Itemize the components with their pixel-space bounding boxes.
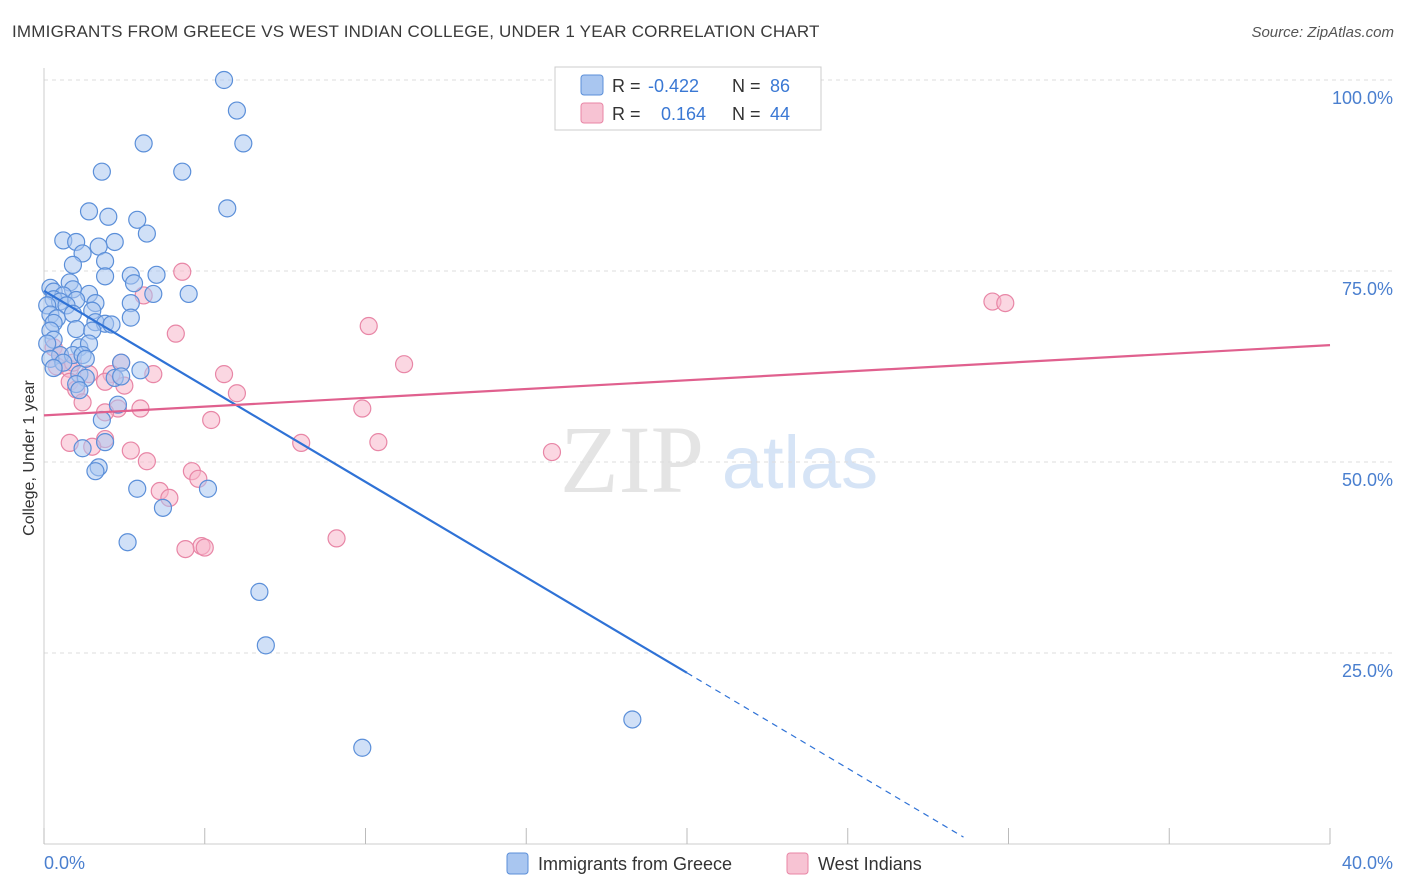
source-label: Source: ZipAtlas.com [1251, 24, 1394, 41]
greece-point [353, 738, 372, 757]
west-indians-point [131, 399, 150, 418]
greece-point [131, 361, 150, 380]
stats-legend: R = -0.422 N = 86 R = 0.164 N = 44 [554, 66, 822, 131]
greece-point [95, 433, 115, 452]
chart-title: IMMIGRANTS FROM GREECE VS WEST INDIAN CO… [12, 22, 820, 41]
gridlines [44, 79, 1392, 654]
greece-point [108, 395, 128, 414]
west-indians-point [137, 452, 156, 471]
west-indians-point [542, 442, 562, 462]
greece-point [250, 582, 269, 601]
west-indians-point [176, 539, 195, 559]
tick-labels: 25.0% 50.0% 75.0% 100.0% 0.0% 40.0% [44, 88, 1393, 873]
legend-swatch-blue [580, 74, 604, 96]
legend-n-label-2: N = [732, 104, 761, 124]
west-indians-point [195, 538, 214, 557]
greece-point [214, 70, 234, 90]
legend-r-label-2: R = [612, 104, 641, 124]
greece-point [70, 381, 89, 400]
greece-trend-extension [686, 672, 964, 838]
x-tick-label-max: 40.0% [1342, 853, 1393, 873]
greece-point [76, 349, 95, 368]
legend-r-label-1: R = [612, 76, 641, 96]
greece-point [86, 462, 105, 481]
watermark: ZIP atlas [560, 406, 878, 513]
west-indians-point [227, 384, 246, 403]
west-indians-trend-line [43, 344, 1331, 417]
greece-point [112, 367, 131, 386]
y-axis-label: College, Under 1 year [21, 380, 38, 536]
greece-point [256, 636, 275, 655]
legend-n-label-1: N = [732, 76, 761, 96]
greece-point [118, 533, 137, 552]
greece-point [134, 134, 153, 153]
watermark-zip: ZIP [560, 406, 704, 513]
greece-point [198, 479, 218, 498]
greece-point [173, 162, 192, 181]
legend-n-value-2: 44 [770, 104, 790, 124]
greece-point [121, 308, 140, 327]
bottom-legend-label-greece: Immigrants from Greece [538, 854, 732, 874]
greece-point [137, 224, 156, 243]
greece-point [63, 255, 83, 274]
west-indians-point [166, 324, 185, 343]
legend-swatch-pink [580, 102, 604, 124]
bottom-legend: Immigrants from Greece West Indians [506, 852, 922, 875]
greece-point [99, 207, 118, 226]
greece-point [179, 284, 198, 304]
greece-point [147, 265, 166, 284]
west-indians-point [121, 441, 140, 460]
west-indians-point [996, 293, 1015, 313]
greece-point [128, 210, 147, 229]
greece-trend-line [43, 289, 688, 674]
greece-point [124, 274, 144, 293]
greece-point [144, 284, 163, 304]
trend-lines [43, 289, 1331, 838]
west-indians-point [353, 399, 372, 418]
west-indians-point [359, 316, 378, 336]
y-tick-label-75: 75.0% [1342, 279, 1393, 299]
greece-point [218, 199, 237, 218]
west-indians-point [202, 410, 221, 430]
greece-point [67, 319, 86, 339]
greece-point [128, 479, 147, 498]
axes [43, 68, 1331, 845]
greece-point [623, 710, 642, 729]
greece-point [92, 162, 111, 181]
greece-point [234, 134, 253, 153]
greece-point [92, 410, 111, 430]
west-indians-point [214, 365, 234, 384]
west-indians-points [44, 262, 1015, 559]
west-indians-point [173, 262, 192, 281]
x-tick-label-min: 0.0% [44, 853, 85, 873]
greece-point [44, 358, 63, 378]
west-indians-point [369, 433, 388, 452]
west-indians-point [394, 355, 414, 374]
greece-point [95, 267, 115, 286]
y-tick-label-25: 25.0% [1342, 661, 1393, 681]
greece-point [153, 498, 173, 517]
greece-point [73, 439, 92, 458]
legend-n-value-1: 86 [770, 76, 790, 96]
greece-point [79, 202, 99, 221]
y-tick-label-50: 50.0% [1342, 470, 1393, 490]
greece-point [105, 232, 124, 252]
greece-points [38, 70, 642, 757]
legend-r-value-1: -0.422 [648, 76, 699, 96]
legend-r-value-2: 0.164 [661, 104, 706, 124]
bottom-legend-swatch-west-indians [786, 852, 809, 875]
bottom-legend-swatch-greece [506, 852, 529, 875]
west-indians-point [327, 529, 346, 548]
bottom-legend-label-west-indians: West Indians [818, 854, 922, 874]
greece-point [95, 251, 115, 271]
greece-point [227, 101, 246, 120]
y-tick-label-100: 100.0% [1332, 88, 1393, 108]
